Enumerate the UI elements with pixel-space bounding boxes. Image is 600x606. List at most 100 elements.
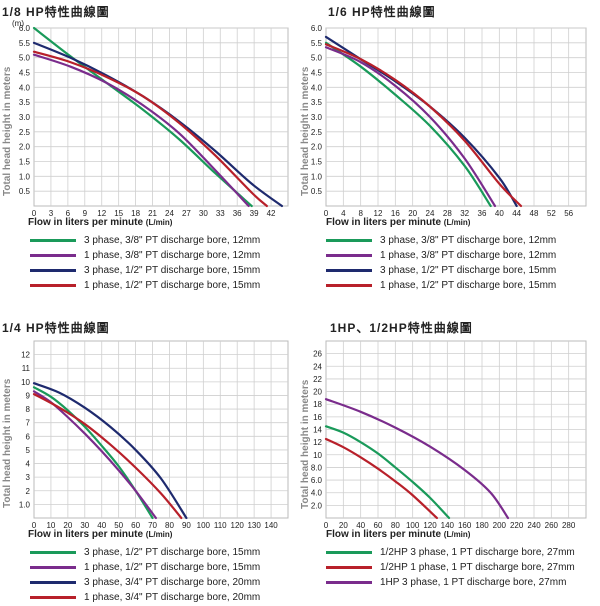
chart-panel-1hp-1-2hp: 1HP、1/2HP特性曲線圖 Total head height in mete… bbox=[300, 303, 600, 606]
x-tick-label: 6 bbox=[66, 209, 71, 218]
y-tick-label: 4.5 bbox=[311, 69, 323, 78]
series-line bbox=[32, 50, 268, 208]
series-line bbox=[324, 398, 510, 520]
series-line bbox=[324, 437, 439, 520]
y-tick-label: 1.5 bbox=[311, 158, 323, 167]
y-tick-label: 16 bbox=[313, 413, 322, 422]
x-tick-label: 21 bbox=[148, 209, 157, 218]
legend-label: 3 phase, 1/2" PT discharge bore, 15mm bbox=[84, 547, 261, 558]
chart-title: 1/6 HP特性曲線圖 bbox=[328, 5, 436, 19]
x-tick-label: 4 bbox=[341, 209, 346, 218]
x-tick-label: 160 bbox=[458, 521, 472, 530]
x-tick-label: 52 bbox=[547, 209, 556, 218]
chart-panel-1-4hp: 1/4 HP特性曲線圖 Total head height in meters … bbox=[0, 303, 300, 606]
x-tick-label: 3 bbox=[49, 209, 54, 218]
y-tick-label: 3.0 bbox=[311, 113, 323, 122]
legend-label: 3 phase, 3/8" PT discharge bore, 12mm bbox=[380, 235, 557, 246]
chart-plot: 0 4 8 12 16 20 24 28 32 36 40 44 48 52 560.51.01.52.02… bbox=[311, 24, 587, 218]
y-tick-label: 2.0 bbox=[19, 143, 31, 152]
series-line bbox=[32, 386, 154, 520]
legend-item: 3 phase, 1/2" PT discharge bore, 15mm bbox=[30, 545, 260, 560]
y-tick-label: 5.0 bbox=[311, 54, 323, 63]
legend-swatch bbox=[30, 239, 76, 242]
x-tick-label: 24 bbox=[165, 209, 174, 218]
series-line bbox=[324, 46, 497, 208]
x-tick-label: 27 bbox=[182, 209, 191, 218]
y-tick-label: 7 bbox=[26, 419, 31, 428]
legend-item: 3 phase, 3/8" PT discharge bore, 12mm bbox=[30, 233, 260, 248]
x-tick-label: 0 bbox=[32, 521, 37, 530]
legend: 3 phase, 3/8" PT discharge bore, 12mm 1 p… bbox=[326, 233, 556, 293]
legend-swatch bbox=[30, 566, 76, 569]
x-tick-label: 36 bbox=[233, 209, 242, 218]
x-tick-label: 40 bbox=[495, 209, 504, 218]
legend-label: 3 phase, 1/2" PT discharge bore, 15mm bbox=[84, 265, 261, 276]
y-unit: (m) bbox=[12, 19, 24, 28]
y-tick-label: 12 bbox=[21, 351, 30, 360]
series-line bbox=[32, 382, 188, 520]
y-tick-label: 1.0 bbox=[311, 172, 323, 181]
legend-item: 3 phase, 3/4" PT discharge bore, 20mm bbox=[30, 575, 260, 590]
y-tick-label: 18 bbox=[313, 400, 322, 409]
chart-plot: 0 20 40 60 80 100 120 140 160 180 200 220 240 260 2802… bbox=[311, 340, 587, 530]
x-tick-label: 120 bbox=[231, 521, 245, 530]
y-tick-label: 5.0 bbox=[19, 54, 31, 63]
x-tick-label: 70 bbox=[148, 521, 157, 530]
y-tick-label: 9 bbox=[26, 391, 31, 400]
x-tick-label: 18 bbox=[131, 209, 140, 218]
y-tick-label: 2 bbox=[26, 487, 31, 496]
x-axis-label: Flow in liters per minute (L/min) bbox=[326, 217, 471, 228]
y-tick-label: 6.0 bbox=[311, 476, 323, 485]
legend-swatch bbox=[30, 596, 76, 599]
series-line bbox=[324, 41, 492, 208]
y-tick-label: 12 bbox=[313, 438, 322, 447]
legend-item: 1 phase, 3/4" PT discharge bore, 20mm bbox=[30, 590, 260, 605]
legend-item: 1 phase, 1/2" PT discharge bore, 15mm bbox=[326, 278, 556, 293]
legend-label: 1HP 3 phase, 1 PT discharge bore, 27mm bbox=[380, 577, 567, 588]
x-tick-label: 90 bbox=[182, 521, 191, 530]
legend-swatch bbox=[326, 269, 372, 272]
y-tick-label: 10 bbox=[21, 378, 30, 387]
legend-label: 3 phase, 3/8" PT discharge bore, 12mm bbox=[84, 235, 261, 246]
x-tick-label: 110 bbox=[214, 521, 227, 530]
x-tick-label: 140 bbox=[441, 521, 455, 530]
legend-label: 1 phase, 3/8" PT discharge bore, 12mm bbox=[84, 250, 261, 261]
x-tick-label: 280 bbox=[562, 521, 576, 530]
x-tick-label: 20 bbox=[408, 209, 417, 218]
x-tick-label: 80 bbox=[165, 521, 174, 530]
x-tick-label: 24 bbox=[426, 209, 435, 218]
x-tick-label: 48 bbox=[530, 209, 539, 218]
y-tick-label: 4.0 bbox=[19, 83, 31, 92]
y-tick-label: 8 bbox=[26, 405, 31, 414]
x-tick-label: 140 bbox=[264, 521, 278, 530]
chart-panel-1-8hp: 1/8 HP特性曲線圖 (m) Total head height in met… bbox=[0, 0, 300, 303]
chart-panel-1-6hp: 1/6 HP特性曲線圖 Total head height in meters … bbox=[300, 0, 600, 303]
x-tick-label: 60 bbox=[131, 521, 140, 530]
legend-item: 1/2HP 3 phase, 1 PT discharge bore, 27mm bbox=[326, 545, 575, 560]
legend-label: 1/2HP 1 phase, 1 PT discharge bore, 27mm bbox=[380, 562, 575, 573]
legend: 3 phase, 1/2" PT discharge bore, 15mm 1 p… bbox=[30, 545, 260, 605]
legend-label: 1 phase, 1/2" PT discharge bore, 15mm bbox=[380, 280, 557, 291]
y-tick-label: 1.5 bbox=[19, 158, 31, 167]
series-line bbox=[32, 53, 250, 208]
series-line bbox=[32, 26, 253, 208]
x-tick-label: 39 bbox=[250, 209, 259, 218]
legend-item: 1 phase, 3/8" PT discharge bore, 12mm bbox=[30, 248, 260, 263]
series-line bbox=[324, 425, 451, 520]
y-tick-label: 5.5 bbox=[19, 39, 31, 48]
y-tick-label: 3.5 bbox=[19, 98, 31, 107]
legend-label: 3 phase, 1/2" PT discharge bore, 15mm bbox=[380, 265, 557, 276]
x-axis-label: Flow in liters per minute (L/min) bbox=[326, 529, 471, 540]
legend-swatch bbox=[326, 254, 372, 257]
chart-title: 1/4 HP特性曲線圖 bbox=[2, 321, 110, 335]
legend-label: 1 phase, 3/8" PT discharge bore, 12mm bbox=[380, 250, 557, 261]
y-tick-label: 0.5 bbox=[311, 187, 323, 196]
legend-swatch bbox=[30, 581, 76, 584]
x-tick-label: 50 bbox=[114, 521, 123, 530]
x-tick-label: 80 bbox=[391, 521, 400, 530]
x-tick-label: 10 bbox=[46, 521, 55, 530]
y-tick-label: 22 bbox=[313, 375, 322, 384]
y-tick-label: 11 bbox=[22, 364, 31, 373]
y-tick-label: 1.0 bbox=[19, 172, 31, 181]
x-tick-label: 12 bbox=[97, 209, 106, 218]
